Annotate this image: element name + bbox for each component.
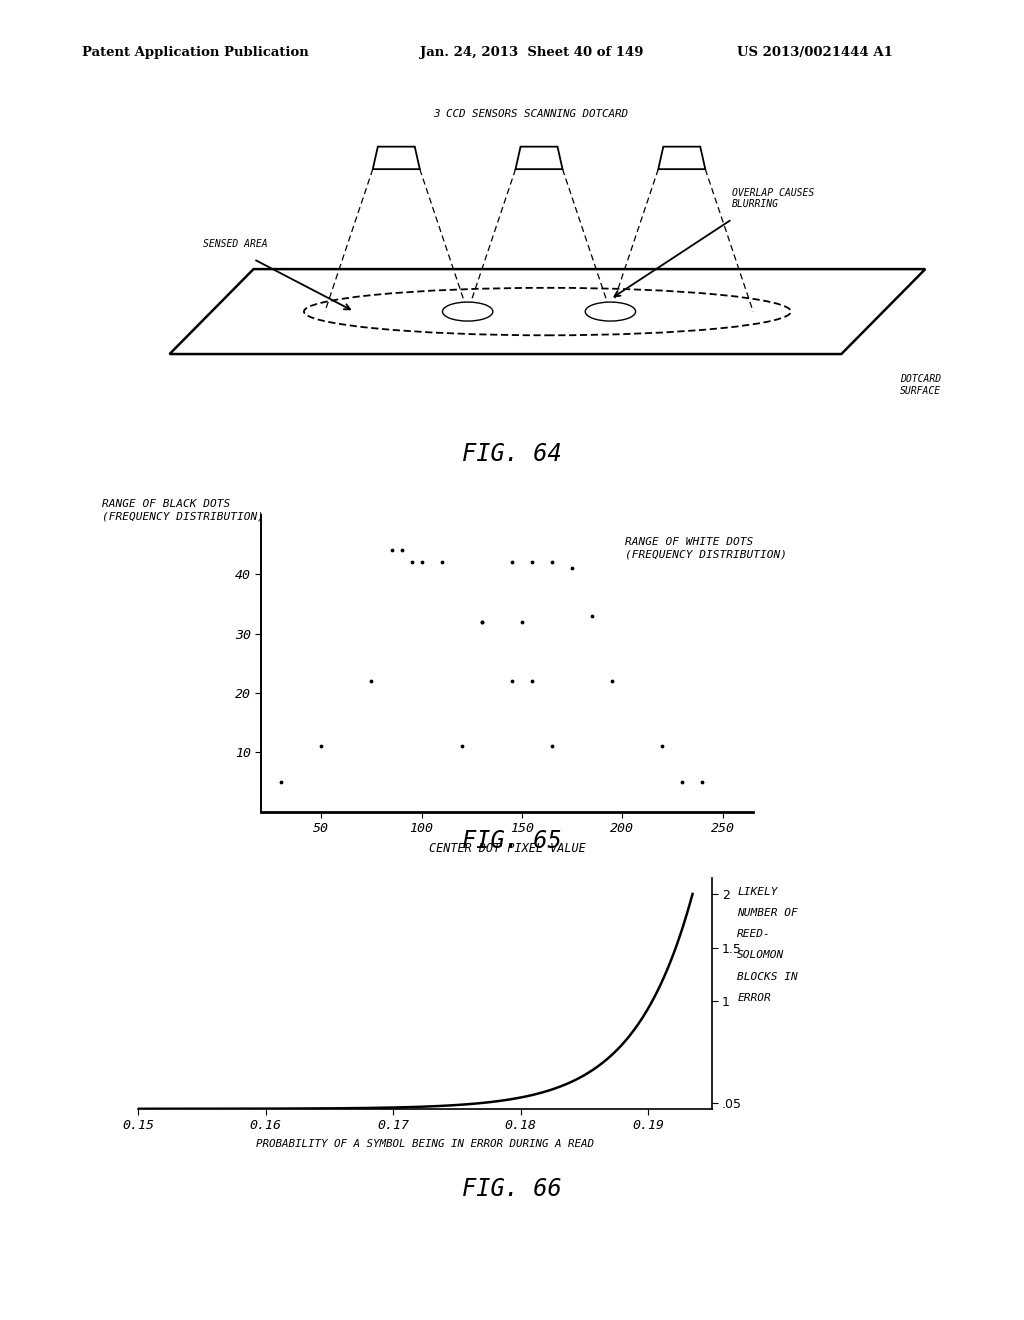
Text: REED-: REED- xyxy=(737,929,771,940)
Point xyxy=(523,671,540,692)
Point xyxy=(504,671,520,692)
Point xyxy=(514,611,530,632)
Text: LIKELY: LIKELY xyxy=(737,887,778,898)
Point xyxy=(544,737,560,758)
Text: Jan. 24, 2013  Sheet 40 of 149: Jan. 24, 2013 Sheet 40 of 149 xyxy=(420,46,643,59)
Polygon shape xyxy=(658,147,706,169)
Text: FIG. 66: FIG. 66 xyxy=(462,1177,562,1201)
Point xyxy=(403,552,420,573)
Text: SENSED AREA: SENSED AREA xyxy=(203,239,268,249)
Point xyxy=(454,737,470,758)
Ellipse shape xyxy=(586,302,636,321)
X-axis label: CENTER DOT PIXEL VALUE: CENTER DOT PIXEL VALUE xyxy=(428,842,586,855)
Point xyxy=(564,558,581,579)
Text: ERROR: ERROR xyxy=(737,993,771,1003)
Text: SOLOMON: SOLOMON xyxy=(737,950,784,961)
Point xyxy=(393,540,410,561)
Text: NUMBER OF: NUMBER OF xyxy=(737,908,798,919)
Text: BLOCKS IN: BLOCKS IN xyxy=(737,972,798,982)
Polygon shape xyxy=(170,269,926,354)
Point xyxy=(433,552,450,573)
Point xyxy=(273,771,290,792)
Point xyxy=(504,552,520,573)
Text: US 2013/0021444 A1: US 2013/0021444 A1 xyxy=(737,46,893,59)
Point xyxy=(474,611,490,632)
Text: Patent Application Publication: Patent Application Publication xyxy=(82,46,308,59)
Text: FIG. 64: FIG. 64 xyxy=(462,442,562,466)
Ellipse shape xyxy=(442,302,493,321)
Point xyxy=(654,737,671,758)
Point xyxy=(584,605,600,627)
Point xyxy=(523,552,540,573)
Text: 3 CCD SENSORS SCANNING DOTCARD: 3 CCD SENSORS SCANNING DOTCARD xyxy=(433,110,628,119)
Point xyxy=(604,671,621,692)
Text: RANGE OF WHITE DOTS
(FREQUENCY DISTRIBUTION): RANGE OF WHITE DOTS (FREQUENCY DISTRIBUT… xyxy=(625,537,786,560)
Point xyxy=(313,737,330,758)
Point xyxy=(383,540,399,561)
Text: OVERLAP CAUSES
BLURRING: OVERLAP CAUSES BLURRING xyxy=(732,187,814,209)
Text: FIG. 65: FIG. 65 xyxy=(462,829,562,853)
Point xyxy=(674,771,690,792)
X-axis label: PROBABILITY OF A SYMBOL BEING IN ERROR DURING A READ: PROBABILITY OF A SYMBOL BEING IN ERROR D… xyxy=(256,1139,594,1150)
Point xyxy=(474,611,490,632)
Polygon shape xyxy=(373,147,420,169)
Point xyxy=(544,552,560,573)
Text: DOTCARD
SURFACE: DOTCARD SURFACE xyxy=(900,374,941,396)
Point xyxy=(694,771,711,792)
Point xyxy=(414,552,430,573)
Point xyxy=(364,671,380,692)
Polygon shape xyxy=(515,147,562,169)
Text: RANGE OF BLACK DOTS
(FREQUENCY DISTRIBUTION): RANGE OF BLACK DOTS (FREQUENCY DISTRIBUT… xyxy=(102,499,264,521)
